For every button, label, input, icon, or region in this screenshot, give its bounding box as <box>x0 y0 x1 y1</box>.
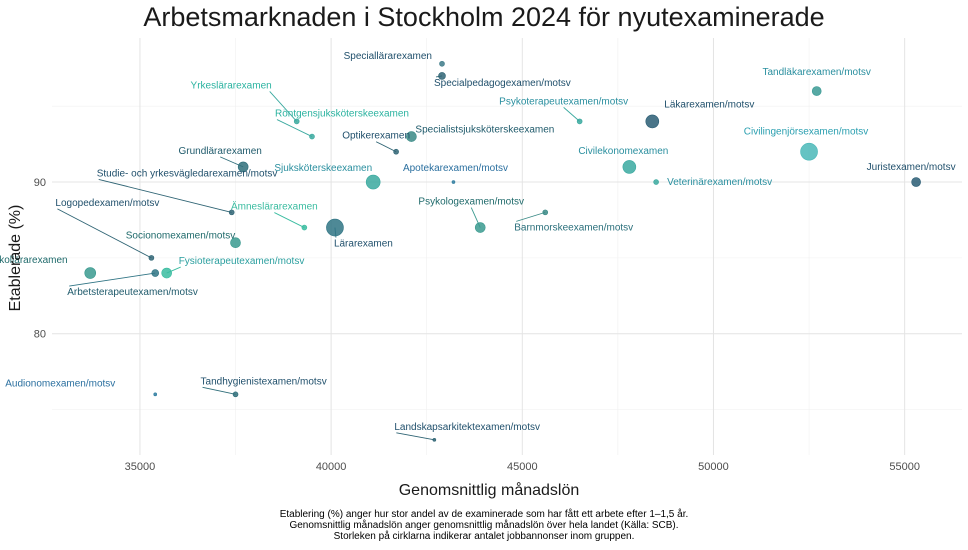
data-point <box>151 269 160 277</box>
x-tick-label: 45000 <box>507 461 538 473</box>
data-point <box>148 255 155 261</box>
x-tick-label: 35000 <box>125 461 156 473</box>
point-label: Tandläkarexamen/motsv <box>763 67 871 78</box>
data-point <box>153 392 158 397</box>
point-label: Speciallärarexamen <box>344 51 432 62</box>
point-label: Studie- och yrkesvägledarexamen/motsv <box>97 168 278 179</box>
data-point <box>439 60 445 67</box>
point-label: Lärarexamen <box>334 239 393 250</box>
leader-line <box>563 107 580 122</box>
point-label: Ämneslärarexamen <box>231 201 318 213</box>
x-tick-label: 50000 <box>698 461 729 473</box>
point-label: Barnmorskeexamen/motsv <box>514 222 633 233</box>
data-point <box>645 114 660 129</box>
data-point <box>301 224 308 231</box>
point-label: Civilekonomexamen <box>578 146 668 157</box>
data-point <box>406 131 417 142</box>
point-label: Landskapsarkitektexamen/motsv <box>394 422 540 433</box>
point-label: Arbetsterapeutexamen/motsv <box>67 287 198 298</box>
point-label: Tandhygienistexamen/motsv <box>201 376 327 387</box>
point-label: Apotekarexamen/motsv <box>403 163 508 174</box>
point-label: Civilingenjörsexamen/motsv <box>744 127 869 138</box>
data-point <box>293 118 300 125</box>
data-point <box>622 160 637 174</box>
data-point <box>451 180 456 184</box>
point-label: Socionomexamen/motsv <box>126 231 236 242</box>
data-point <box>542 209 549 216</box>
data-point <box>365 174 381 190</box>
point-labels: Speciallärarexamen Specialpedagogexamen/m… <box>0 51 956 433</box>
x-tick-label: 55000 <box>889 461 920 473</box>
point-label: Specialistsjuksköterskeexamen <box>415 125 554 136</box>
leader-line <box>516 211 546 222</box>
leader-line <box>276 119 313 137</box>
chart-caption: Etablering (%) anger hur stor andel av d… <box>0 509 968 542</box>
point-label: Audionomexamen/motsv <box>5 378 115 389</box>
grid-lines <box>52 38 962 455</box>
point-label: Juristexamen/motsv <box>867 162 956 173</box>
data-point <box>232 391 239 398</box>
data-point <box>800 142 818 161</box>
data-point <box>474 222 486 233</box>
data-point <box>237 161 249 173</box>
leader-line <box>57 208 152 259</box>
point-label: Specialpedagogexamen/motsv <box>434 78 571 89</box>
data-point <box>230 237 241 249</box>
data-point <box>84 267 97 279</box>
data-point <box>309 133 315 140</box>
tick-labels: 35000 40000 45000 50000 55000 80 90 <box>34 177 920 473</box>
data-point <box>326 218 344 237</box>
point-label: Grundlärarexamen <box>178 146 261 157</box>
caption-line: Storleken på cirklarna indikerar antalet… <box>333 531 635 542</box>
data-point <box>576 118 583 125</box>
point-label: Optikerexamen <box>342 131 410 142</box>
point-label: Veterinärexamen/motsv <box>667 177 772 188</box>
leader-line <box>69 272 156 287</box>
point-label: Psykoterapeutexamen/motsv <box>499 96 628 107</box>
caption-line: Etablering (%) anger hur stor andel av d… <box>279 509 689 520</box>
y-tick-label: 80 <box>34 329 46 341</box>
data-point <box>161 267 173 279</box>
point-label: Röntgensjuksköterskeexamen <box>275 109 409 120</box>
data-point <box>653 179 659 185</box>
point-label: Yrkeslärarexamen <box>191 80 272 91</box>
point-label: Fysioterapeutexamen/motsv <box>179 256 305 267</box>
data-point <box>228 209 235 216</box>
leader-line <box>202 386 236 395</box>
x-axis-label: Genomsnittlig månadslön <box>399 481 580 499</box>
y-axis-label: Etablerade (%) <box>7 205 24 312</box>
leader-line <box>396 432 435 441</box>
leader-line <box>274 212 305 228</box>
data-point <box>393 148 399 155</box>
data-point <box>811 86 822 96</box>
point-label: Förskollärarexamen <box>0 255 68 266</box>
data-point <box>432 438 437 442</box>
point-label: Logopedexamen/motsv <box>55 198 159 209</box>
point-label: Läkarexamen/motsv <box>664 99 754 110</box>
leader-line <box>269 91 298 122</box>
data-point <box>911 177 921 187</box>
leader-line <box>98 178 232 213</box>
point-label: Psykologexamen/motsv <box>418 197 524 208</box>
y-tick-label: 90 <box>34 177 46 189</box>
point-label: Sjuksköterskeexamen <box>274 163 372 174</box>
x-tick-label: 40000 <box>316 461 347 473</box>
chart-title: Arbetsmarknaden i Stockholm 2024 för nyu… <box>143 2 825 32</box>
caption-line: Genomsnittlig månadslön anger genomsnitt… <box>289 520 679 531</box>
data-point <box>438 72 446 80</box>
data-points <box>84 60 921 442</box>
leader-line <box>375 141 397 153</box>
